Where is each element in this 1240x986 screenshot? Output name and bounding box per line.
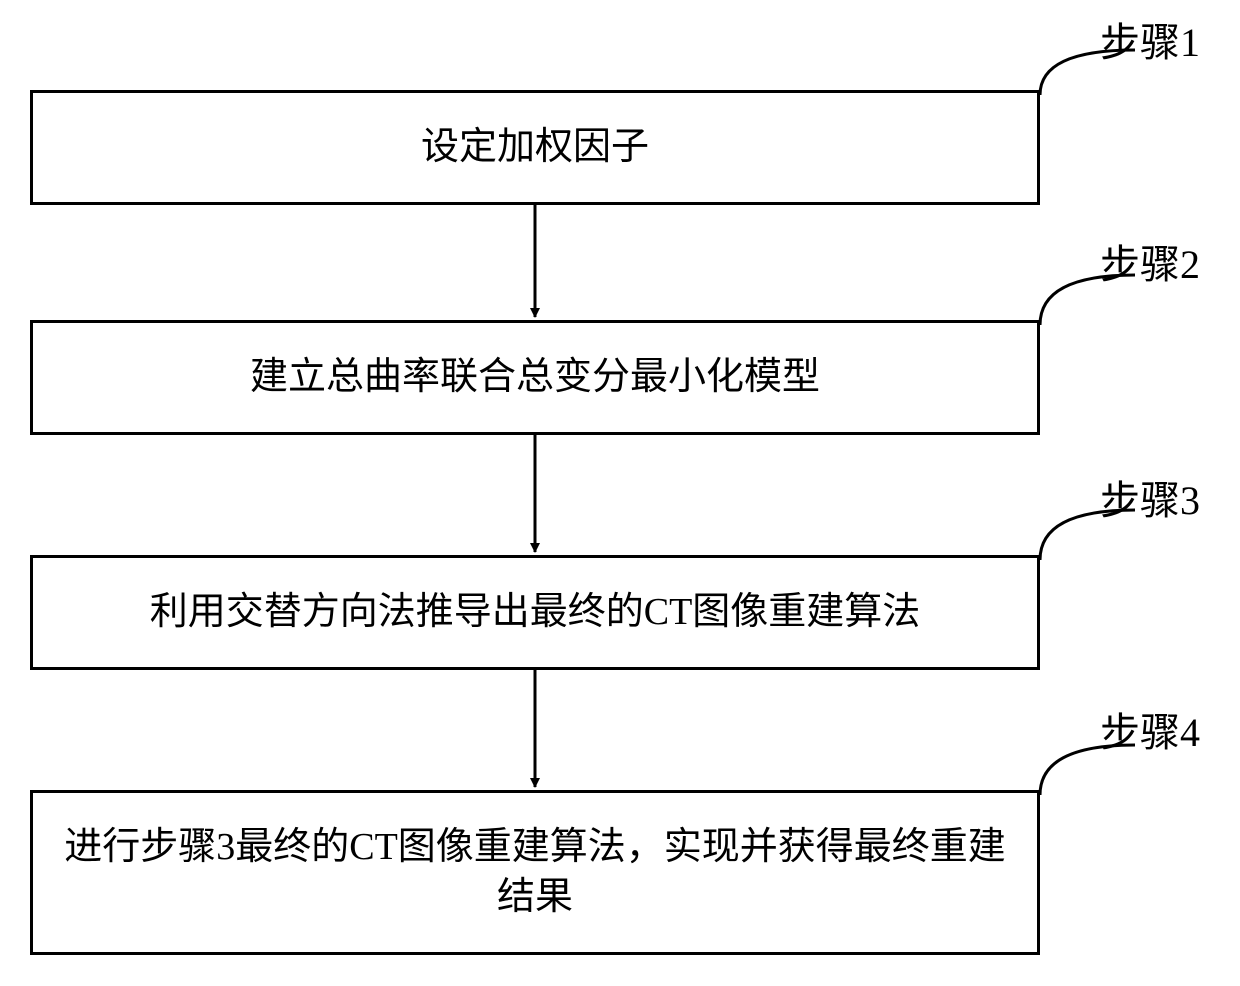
step-label-1-text: 步骤1 (1100, 20, 1200, 65)
step-label-3-text: 步骤3 (1100, 478, 1200, 523)
step-label-3: 步骤3 (1100, 468, 1200, 526)
flow-step-1-box: 设定加权因子 (30, 90, 1040, 205)
flow-step-3-box: 利用交替方向法推导出最终的CT图像重建算法 (30, 555, 1040, 670)
flow-step-4-box: 进行步骤3最终的CT图像重建算法，实现并获得最终重建结果 (30, 790, 1040, 955)
flow-step-2-text: 建立总曲率联合总变分最小化模型 (250, 353, 820, 402)
flow-step-2-box: 建立总曲率联合总变分最小化模型 (30, 320, 1040, 435)
step-label-4: 步骤4 (1100, 700, 1200, 758)
flow-step-3-text: 利用交替方向法推导出最终的CT图像重建算法 (150, 588, 921, 637)
flow-step-1-text: 设定加权因子 (421, 123, 649, 172)
step-label-2-text: 步骤2 (1100, 242, 1200, 287)
flow-step-4-text: 进行步骤3最终的CT图像重建算法，实现并获得最终重建结果 (53, 823, 1017, 922)
step-label-4-text: 步骤4 (1100, 710, 1200, 755)
flowchart-canvas: 设定加权因子 建立总曲率联合总变分最小化模型 利用交替方向法推导出最终的CT图像… (0, 0, 1240, 986)
step-label-2: 步骤2 (1100, 232, 1200, 290)
step-label-1: 步骤1 (1100, 10, 1200, 68)
